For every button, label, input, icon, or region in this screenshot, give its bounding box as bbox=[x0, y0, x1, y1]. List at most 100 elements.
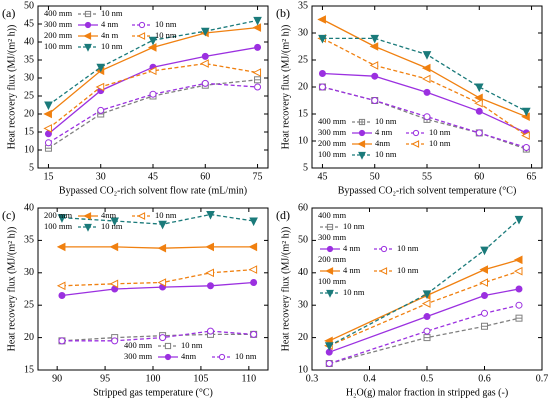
marker-shape bbox=[254, 43, 262, 51]
marker bbox=[514, 215, 524, 225]
marker bbox=[423, 88, 431, 96]
marker bbox=[205, 242, 214, 252]
marker-shape bbox=[159, 334, 167, 342]
x-tick-label: 0.7 bbox=[536, 373, 549, 384]
marker-shape bbox=[422, 290, 432, 299]
marker-shape bbox=[522, 143, 530, 151]
marker bbox=[421, 299, 431, 308]
marker bbox=[159, 334, 167, 342]
marker-shape bbox=[481, 309, 488, 317]
x-tick-label: 60 bbox=[200, 171, 210, 182]
marker bbox=[43, 109, 52, 119]
legend-label: 10 nm bbox=[375, 149, 397, 159]
marker-shape bbox=[200, 27, 210, 37]
y-axis-label: Heat recovery flux (MJ/(m² h)) bbox=[6, 227, 17, 352]
marker bbox=[481, 322, 488, 330]
marker bbox=[201, 52, 209, 60]
marker bbox=[149, 90, 157, 98]
legend-group-label: 400 mm bbox=[124, 340, 152, 350]
legend-label: 10 nm bbox=[101, 8, 123, 18]
marker bbox=[481, 309, 488, 317]
x-tick-label: 90 bbox=[52, 373, 62, 384]
legend-label: 10 nm bbox=[397, 265, 419, 275]
marker bbox=[84, 223, 92, 232]
marker-shape bbox=[252, 23, 262, 32]
y-tick-label: 35 bbox=[24, 54, 34, 65]
marker bbox=[252, 68, 262, 77]
marker bbox=[250, 279, 258, 287]
legend-group-label: 200 mm bbox=[318, 138, 346, 148]
legend-label: 4 nm bbox=[375, 127, 393, 137]
marker-shape bbox=[164, 342, 172, 350]
marker bbox=[84, 43, 92, 52]
legend-label: 10 nm bbox=[101, 221, 123, 231]
marker bbox=[200, 27, 210, 37]
series-line bbox=[48, 46, 258, 135]
marker bbox=[111, 337, 119, 345]
marker-shape bbox=[369, 42, 379, 51]
panel-label: (b) bbox=[276, 6, 290, 20]
marker-shape bbox=[84, 223, 92, 232]
marker-shape bbox=[201, 52, 209, 60]
series-line bbox=[62, 246, 254, 249]
legend-label: 4nm bbox=[181, 351, 197, 361]
marker-shape bbox=[370, 34, 380, 44]
x-tick-label: 45 bbox=[148, 171, 158, 182]
x-tick-label: 15 bbox=[43, 171, 53, 182]
legend-label: 10 nm bbox=[375, 116, 397, 126]
marker-shape bbox=[43, 124, 52, 133]
marker bbox=[479, 265, 488, 274]
marker-shape bbox=[318, 34, 327, 44]
marker-shape bbox=[318, 83, 326, 91]
legend-label: 10 nm bbox=[101, 41, 123, 51]
marker-shape bbox=[252, 68, 262, 77]
marker-shape bbox=[205, 242, 214, 252]
marker bbox=[44, 139, 52, 147]
legend-label: 10 nm bbox=[343, 287, 365, 297]
legend-label: 10 nm bbox=[429, 138, 451, 148]
x-tick-label: 0.5 bbox=[421, 373, 434, 384]
marker bbox=[58, 291, 66, 299]
marker-shape bbox=[522, 107, 531, 117]
series-line bbox=[322, 86, 527, 149]
marker bbox=[521, 131, 530, 140]
marker bbox=[474, 93, 483, 103]
marker-shape bbox=[109, 279, 119, 289]
legend-group-label: 400 mm bbox=[44, 8, 72, 18]
legend-label: 10 nm bbox=[235, 351, 257, 361]
marker bbox=[379, 267, 388, 275]
y-tick-label: 15 bbox=[24, 364, 34, 375]
series-line bbox=[61, 268, 254, 287]
x-tick-label: 0.3 bbox=[306, 373, 319, 384]
marker bbox=[369, 61, 379, 70]
marker-shape bbox=[111, 337, 119, 345]
marker bbox=[57, 214, 67, 223]
marker bbox=[325, 360, 333, 368]
marker-shape bbox=[422, 51, 432, 60]
y-tick-label: 40 bbox=[24, 36, 34, 47]
marker-shape bbox=[58, 291, 66, 299]
y-axis-label: Heat recovery flux (MJ/(m² h)) bbox=[280, 25, 291, 150]
marker bbox=[479, 278, 488, 287]
series-line bbox=[48, 82, 258, 144]
marker-shape bbox=[110, 217, 119, 227]
marker bbox=[317, 15, 326, 24]
marker bbox=[200, 59, 209, 68]
marker-shape bbox=[515, 285, 523, 293]
marker-shape bbox=[325, 267, 334, 275]
series-line bbox=[329, 259, 520, 342]
y-tick-label: 15 bbox=[298, 108, 308, 119]
marker-shape bbox=[474, 98, 483, 108]
marker bbox=[522, 143, 530, 151]
marker-shape bbox=[205, 268, 214, 278]
y-tick-label: 60 bbox=[298, 202, 308, 213]
marker-shape bbox=[254, 83, 262, 91]
y-tick-label: 40 bbox=[298, 267, 308, 278]
marker-shape bbox=[423, 327, 431, 335]
marker bbox=[97, 106, 105, 114]
marker bbox=[480, 246, 489, 256]
marker bbox=[84, 10, 92, 18]
marker bbox=[56, 242, 66, 252]
legend-label: 10 nm bbox=[155, 30, 177, 40]
legend-group-label: 300 mm bbox=[124, 351, 152, 361]
